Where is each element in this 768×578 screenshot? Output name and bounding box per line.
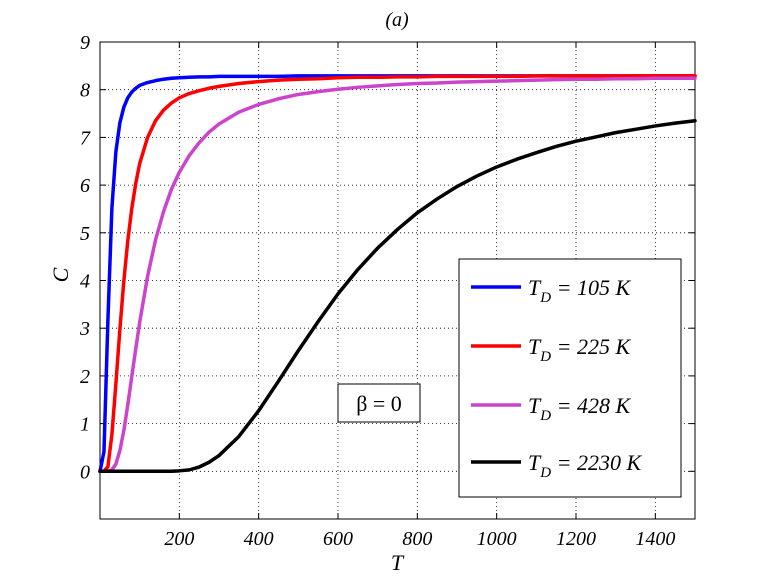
y-tick-label: 9	[80, 32, 90, 54]
x-axis-label: T	[391, 550, 405, 575]
x-tick-label: 1400	[635, 528, 675, 550]
legend-label-2: TD = 225 K	[528, 334, 631, 365]
legend-label-4: TD = 2230 K	[528, 450, 642, 481]
series-line-4	[98, 118, 697, 474]
annotation-frame	[337, 383, 421, 423]
y-tick-label: 6	[80, 175, 90, 197]
x-tick-label: 600	[323, 528, 353, 550]
chart-title: (a)	[385, 9, 409, 31]
y-tick-label: 0	[80, 461, 90, 483]
y-tick-label: 7	[80, 127, 91, 149]
y-tick-label: 2	[80, 366, 90, 388]
series-line-3	[98, 76, 697, 474]
y-tick-label: 5	[80, 223, 90, 245]
series-lines	[98, 74, 697, 474]
y-tick-label: 4	[80, 271, 90, 293]
beta-annotation: β = 0	[356, 391, 402, 416]
legend-frame	[458, 258, 682, 498]
y-tick-label: 1	[80, 414, 90, 436]
x-tick-label: 400	[244, 528, 274, 550]
x-tick-label: 1200	[556, 528, 596, 550]
y-tick-label: 8	[80, 80, 90, 102]
axis-ticks: 200 400 600 800 1000 1200 1400 0 1 2 3 4 5 6 7 8 9	[79, 32, 695, 550]
series-line-2	[98, 74, 697, 474]
legend-label-1: TD = 105 K	[528, 275, 631, 306]
y-tick-label: 3	[79, 318, 90, 340]
annotation-box: β = 0	[337, 383, 421, 423]
x-tick-label: 800	[402, 528, 432, 550]
x-tick-label: 1000	[477, 528, 517, 550]
y-axis-label: C	[48, 267, 73, 282]
x-tick-label: 200	[164, 528, 194, 550]
legend: TD = 105 K TD = 225 K TD = 428 K TD = 2230 …	[458, 258, 682, 498]
legend-label-3: TD = 428 K	[528, 393, 631, 424]
